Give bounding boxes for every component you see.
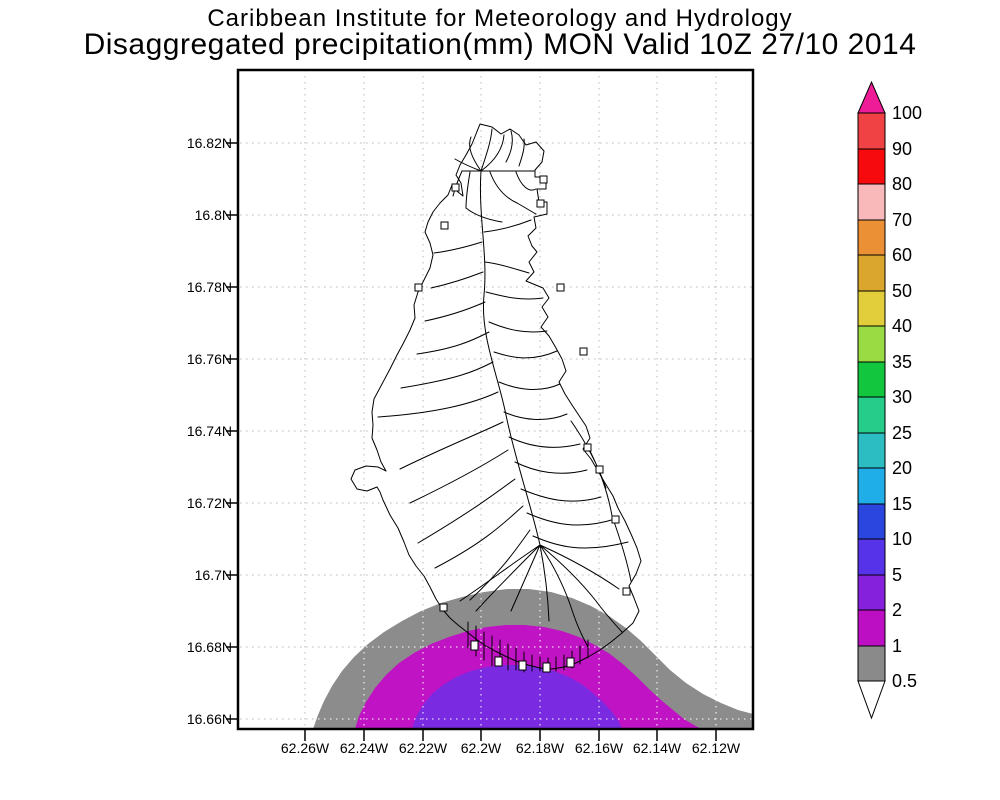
colorbar-segment — [857, 538, 886, 576]
lat-tick-label: 16.74N — [187, 423, 232, 439]
south-drainage-lines — [459, 420, 632, 648]
lat-tick-label: 16.8N — [195, 207, 232, 223]
lon-tick-label: 62.2W — [461, 740, 502, 756]
island-coastline — [350, 123, 642, 670]
colorbar-segment — [857, 183, 886, 221]
lon-tick-label: 62.26W — [281, 740, 330, 756]
colorbar-label: 20 — [892, 458, 912, 478]
lat-tick-label: 16.66N — [187, 711, 232, 727]
colorbar-bottom-arrow — [857, 680, 886, 720]
watershed-outlet-markers — [414, 175, 631, 673]
colorbar-segment — [857, 219, 886, 256]
colorbar-segment — [857, 503, 886, 540]
colorbar-segment — [857, 609, 886, 647]
colorbar-segment — [857, 396, 886, 434]
colorbar-label: 2 — [892, 600, 902, 620]
colorbar-label: 70 — [892, 210, 912, 230]
colorbar-label: 0.5 — [892, 671, 917, 691]
lat-tick-label: 16.82N — [187, 135, 232, 151]
central-divide-line — [461, 170, 541, 546]
lat-tick-label: 16.76N — [187, 351, 232, 367]
colorbar-label: 10 — [892, 529, 912, 549]
colorbar-label: 15 — [892, 494, 912, 514]
colorbar-label: 35 — [892, 352, 912, 372]
lat-tick-label: 16.68N — [187, 639, 232, 655]
colorbar-label: 90 — [892, 139, 912, 159]
longitude-ticks — [304, 729, 717, 741]
colorbar-segment — [857, 432, 886, 469]
east-watershed-lines — [483, 219, 629, 549]
colorbar-segment — [857, 148, 886, 185]
latitude-ticks — [226, 142, 238, 720]
colorbar-label: 80 — [892, 174, 912, 194]
colorbar-labels: 100 90 80 70 60 50 40 35 30 25 20 15 10 … — [892, 103, 922, 691]
lon-tick-label: 62.14W — [633, 740, 682, 756]
colorbar-segment — [857, 325, 886, 363]
colorbar-segment — [857, 467, 886, 505]
lat-tick-label: 16.72N — [187, 495, 232, 511]
colorbar-label: 50 — [892, 281, 912, 301]
violet-band-shape — [412, 665, 622, 729]
colorbar-segment — [857, 574, 886, 611]
island-watersheds — [350, 123, 642, 673]
colorbar-label: 30 — [892, 387, 912, 407]
institute-title: Caribbean Institute for Meteorology and … — [207, 5, 793, 32]
colorbar-segment — [857, 361, 886, 398]
lat-tick-label: 16.78N — [187, 279, 232, 295]
colorbar-segment — [857, 112, 886, 150]
colorbar-label: 1 — [892, 636, 902, 656]
precip-band-2-5 — [412, 665, 622, 729]
colorbar-segment — [857, 290, 886, 327]
colorbar-segment — [857, 645, 886, 682]
colorbar-label: 5 — [892, 565, 902, 585]
colorbar-top-arrow — [857, 80, 886, 114]
lon-tick-label: 62.12W — [692, 740, 741, 756]
lon-tick-label: 62.18W — [516, 740, 565, 756]
longitude-axis: 62.26W 62.24W 62.22W 62.2W 62.18W 62.16W… — [281, 740, 741, 756]
lat-tick-label: 16.7N — [195, 567, 232, 583]
north-head-lines — [452, 128, 537, 223]
colorbar-label: 60 — [892, 245, 912, 265]
colorbar-label: 25 — [892, 423, 912, 443]
plot-frame — [226, 68, 755, 741]
colorbar-segment — [857, 254, 886, 292]
lon-tick-label: 62.24W — [340, 740, 389, 756]
latitude-axis: 16.82N 16.8N 16.78N 16.76N 16.74N 16.72N… — [187, 135, 232, 727]
west-watershed-lines — [377, 241, 531, 601]
colorbar: 100 90 80 70 60 50 40 35 30 25 20 15 10 … — [857, 80, 922, 720]
plot-title: Disaggregated precipitation(mm) MON Vali… — [83, 28, 917, 61]
colorbar-label: 40 — [892, 316, 912, 336]
colorbar-label: 100 — [892, 103, 922, 123]
lon-tick-label: 62.22W — [399, 740, 448, 756]
lon-tick-label: 62.16W — [575, 740, 624, 756]
